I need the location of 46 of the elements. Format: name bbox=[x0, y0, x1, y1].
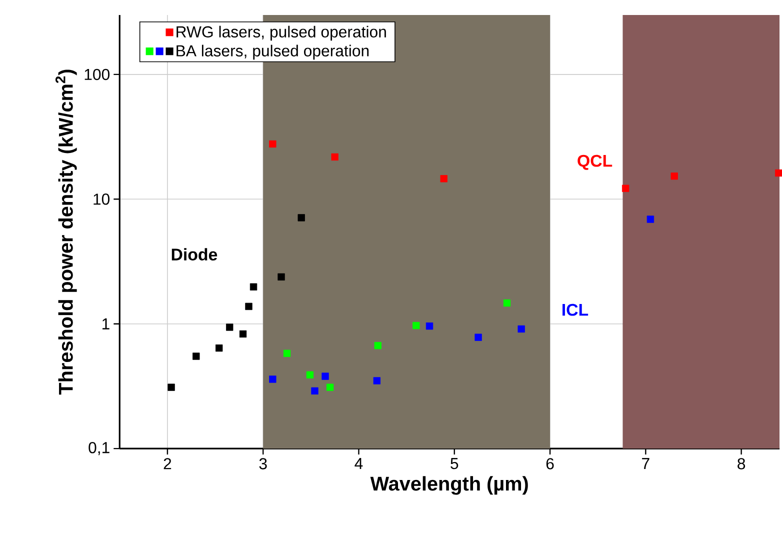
x-tick-label: 8 bbox=[738, 458, 746, 470]
point bbox=[245, 302, 252, 310]
y-axis-title: Threshold power density (kW/cm$^{2}$) bbox=[55, 70, 77, 394]
annotation: QCL bbox=[578, 154, 612, 170]
point bbox=[646, 216, 654, 223]
x-tick-label: 6 bbox=[546, 458, 554, 470]
point bbox=[326, 384, 334, 391]
point bbox=[322, 372, 329, 380]
point bbox=[168, 384, 175, 391]
point bbox=[518, 325, 525, 332]
point bbox=[331, 153, 338, 160]
y-tick-label: 10 bbox=[94, 193, 110, 205]
x-tick-label: 3 bbox=[259, 458, 267, 470]
point bbox=[269, 375, 276, 383]
x-tick-label: 4 bbox=[354, 458, 363, 469]
annotation: ICL bbox=[562, 304, 588, 316]
point bbox=[374, 342, 382, 349]
x-tick-label: 7 bbox=[642, 458, 650, 469]
point bbox=[474, 334, 482, 341]
annotation: Diode bbox=[172, 248, 218, 260]
point bbox=[670, 172, 678, 180]
point bbox=[426, 322, 434, 330]
point bbox=[373, 376, 380, 384]
point bbox=[216, 344, 223, 352]
point bbox=[503, 299, 511, 306]
point bbox=[311, 387, 318, 394]
x-axis-title: Wavelength (µm) bbox=[370, 476, 528, 495]
point bbox=[269, 140, 276, 148]
legend-label: RWG lasers, pulsed operation bbox=[176, 26, 386, 40]
x-tick-label: 2 bbox=[164, 458, 172, 470]
point bbox=[283, 350, 291, 357]
y-tick-label: 0,1 bbox=[88, 442, 110, 455]
point bbox=[306, 371, 314, 378]
point bbox=[192, 352, 200, 360]
point bbox=[298, 214, 305, 222]
y-tick-label: 100 bbox=[84, 68, 110, 80]
legend-label: BA lasers, pulsed operation bbox=[176, 44, 369, 60]
point bbox=[250, 283, 258, 290]
point bbox=[440, 174, 448, 182]
y-tick-label: 1 bbox=[102, 318, 110, 330]
point bbox=[622, 184, 630, 192]
x-tick-label: 5 bbox=[450, 458, 458, 469]
point bbox=[412, 322, 420, 329]
point bbox=[278, 273, 285, 280]
point bbox=[239, 330, 247, 338]
point bbox=[226, 323, 234, 331]
